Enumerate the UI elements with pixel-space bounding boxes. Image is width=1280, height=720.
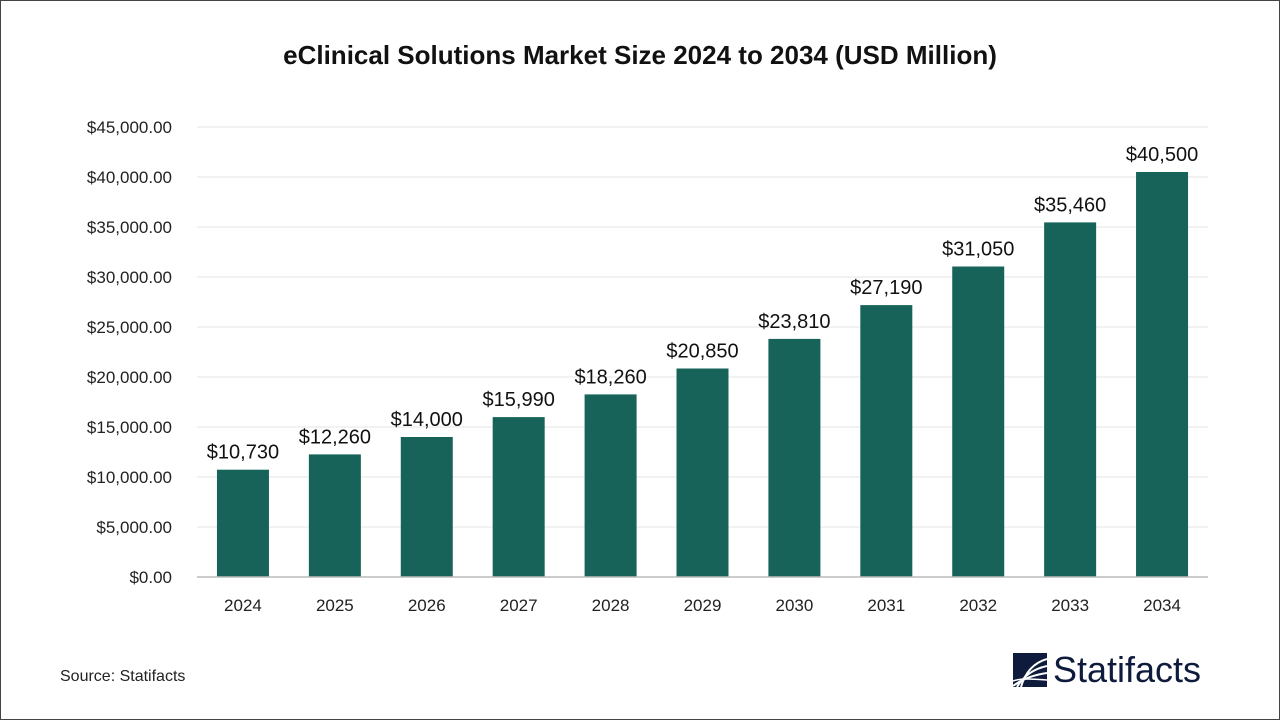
bar xyxy=(584,394,637,577)
y-tick-label: $25,000.00 xyxy=(87,318,172,337)
data-label: $27,190 xyxy=(850,277,922,299)
bar xyxy=(216,469,269,577)
x-tick-label: 2025 xyxy=(316,596,354,615)
bar xyxy=(1136,172,1189,577)
y-tick-label: $0.00 xyxy=(129,568,172,587)
bar xyxy=(308,454,361,577)
logo-mark-icon xyxy=(1013,653,1047,687)
x-tick-label: 2026 xyxy=(408,596,446,615)
data-label: $18,260 xyxy=(574,366,646,388)
data-label: $14,000 xyxy=(391,409,463,431)
y-tick-label: $15,000.00 xyxy=(87,418,172,437)
data-label: $31,050 xyxy=(942,239,1014,261)
x-tick-label: 2028 xyxy=(592,596,630,615)
logo-text: Statifacts xyxy=(1053,649,1202,690)
bar xyxy=(400,437,453,577)
x-tick-label: 2034 xyxy=(1143,596,1181,615)
x-tick-label: 2029 xyxy=(684,596,722,615)
bar xyxy=(952,266,1005,577)
x-tick-label: 2027 xyxy=(500,596,538,615)
bar xyxy=(676,368,729,577)
data-label: $23,810 xyxy=(758,311,830,333)
x-tick-label: 2030 xyxy=(775,596,813,615)
data-label: $40,500 xyxy=(1126,144,1198,166)
source-note: Source: Statifacts xyxy=(60,668,186,685)
chart-title: eClinical Solutions Market Size 2024 to … xyxy=(283,40,997,70)
statifacts-logo: Statifacts xyxy=(1013,652,1201,688)
x-tick-label: 2024 xyxy=(224,596,262,615)
y-tick-label: $5,000.00 xyxy=(96,518,172,537)
bar xyxy=(1044,222,1097,577)
data-label: $15,990 xyxy=(483,389,555,411)
x-tick-label: 2031 xyxy=(867,596,905,615)
y-tick-label: $40,000.00 xyxy=(87,168,172,187)
data-label: $35,460 xyxy=(1034,194,1106,216)
data-label: $10,730 xyxy=(207,442,279,464)
data-label: $20,850 xyxy=(666,341,738,363)
x-tick-label: 2033 xyxy=(1051,596,1089,615)
y-tick-label: $30,000.00 xyxy=(87,268,172,287)
bar xyxy=(492,417,545,577)
bar xyxy=(768,338,821,577)
bar xyxy=(860,305,913,577)
data-label: $12,260 xyxy=(299,426,371,448)
y-tick-label: $35,000.00 xyxy=(87,218,172,237)
y-tick-label: $20,000.00 xyxy=(87,368,172,387)
x-tick-label: 2032 xyxy=(959,596,997,615)
y-tick-label: $45,000.00 xyxy=(87,118,172,137)
y-tick-label: $10,000.00 xyxy=(87,468,172,487)
